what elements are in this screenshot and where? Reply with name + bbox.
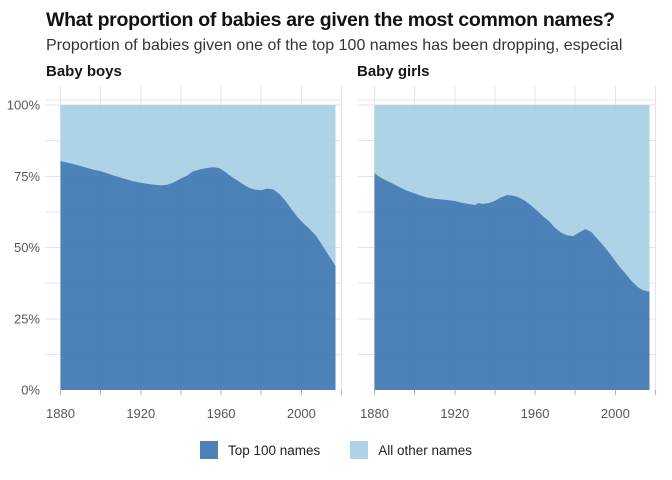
x-axis-tick-label: 1920 (440, 406, 469, 421)
stacked-area-charts: 1880 1920 1960 2000 0% 25% 50% 75% 100% 1880 1920 1… (7, 86, 657, 421)
legend-label-all-other-names: All other names (378, 442, 473, 458)
x-axis-tick-label: 2000 (287, 406, 316, 421)
x-axis-tick-label: 2000 (601, 406, 630, 421)
y-axis-tick-label: 75% (14, 169, 40, 184)
area-all-other-names (374, 105, 650, 292)
panel-title-baby-boys: Baby boys (46, 63, 122, 80)
page-subtitle: Proportion of babies given one of the to… (46, 37, 623, 54)
legend-swatch-top-100-names (199, 441, 218, 459)
y-axis-tick-label: 100% (7, 98, 41, 113)
legend-label-top-100-names: Top 100 names (227, 442, 321, 458)
x-axis-tick-label: 1880 (46, 406, 75, 421)
x-axis-tick-label: 1880 (360, 406, 389, 421)
area-all-other-names (60, 105, 336, 267)
area-top-100-names (60, 160, 336, 390)
x-axis-tick-label: 1920 (126, 406, 155, 421)
y-axis-tick-label: 0% (21, 383, 40, 398)
legend: Top 100 names All other names (0, 441, 672, 459)
page-title: What proportion of babies are given the … (46, 9, 615, 31)
y-axis-tick-label: 25% (14, 311, 40, 326)
panel-title-baby-girls: Baby girls (357, 63, 430, 80)
y-axis-tick-label: 50% (14, 240, 40, 255)
legend-item-top-100-names: Top 100 names (199, 441, 321, 459)
x-axis-tick-label: 1960 (207, 406, 236, 421)
legend-swatch-all-other-names (350, 441, 369, 459)
legend-item-all-other-names: All other names (350, 441, 472, 459)
area-top-100-names (374, 172, 650, 390)
x-axis-tick-label: 1960 (521, 406, 550, 421)
